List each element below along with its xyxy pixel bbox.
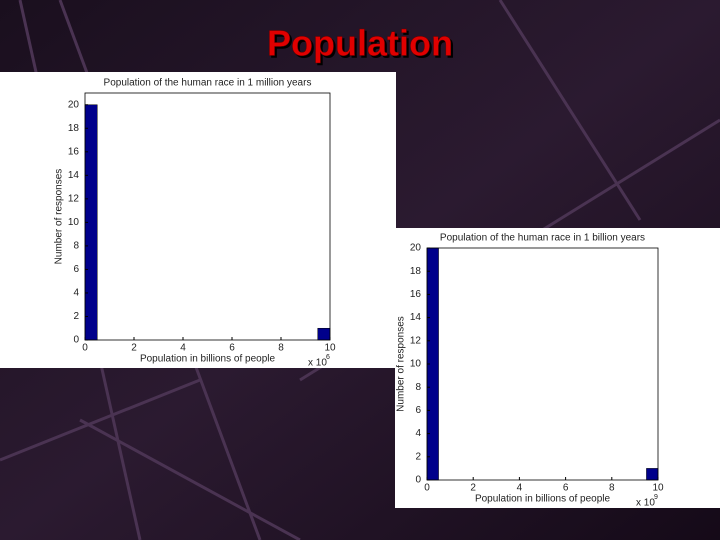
y-tick-label: 2 — [415, 451, 421, 462]
chart: Population of the human race in 1 millio… — [0, 72, 396, 369]
x-tick-label: 0 — [424, 483, 430, 494]
x-tick-label: 6 — [229, 343, 235, 354]
y-tick-label: 18 — [68, 123, 80, 134]
y-axis-label: Number of responses — [54, 169, 65, 265]
y-tick-label: 16 — [68, 146, 80, 157]
x-multiplier-exponent: 9 — [654, 494, 658, 501]
y-tick-label: 12 — [68, 193, 80, 204]
x-tick-label: 8 — [278, 343, 284, 354]
bar — [646, 468, 659, 481]
x-axis-label: Population in billions of people — [475, 494, 611, 505]
axes-frame — [84, 92, 331, 341]
y-tick-label: 4 — [415, 428, 421, 439]
y-tick-label: 12 — [410, 335, 422, 346]
x-tick-label: 4 — [517, 483, 523, 494]
chart-panel — [395, 228, 720, 508]
y-tick-label: 14 — [68, 170, 80, 181]
y-tick-label: 2 — [73, 311, 79, 322]
chart: Population of the human race in 1 billio… — [395, 228, 720, 509]
x-tick-label: 10 — [652, 483, 664, 494]
chart-title: Population of the human race in 1 millio… — [104, 78, 312, 89]
x-multiplier-exponent: 6 — [326, 354, 330, 361]
x-multiplier: x 10 — [308, 358, 327, 369]
y-tick-label: 6 — [415, 405, 421, 416]
y-tick-label: 0 — [415, 475, 421, 486]
y-tick-label: 18 — [410, 266, 422, 277]
y-tick-label: 8 — [415, 382, 421, 393]
y-tick-label: 10 — [410, 359, 422, 370]
x-tick-label: 2 — [131, 343, 137, 354]
y-tick-label: 0 — [73, 335, 79, 346]
y-tick-label: 8 — [73, 241, 79, 252]
x-tick-label: 6 — [563, 483, 569, 494]
chart-title: Population of the human race in 1 billio… — [440, 233, 645, 244]
x-tick-label: 4 — [180, 343, 186, 354]
slide-title: Population — [267, 23, 453, 64]
y-tick-label: 20 — [410, 243, 422, 254]
y-tick-label: 20 — [68, 99, 80, 110]
x-multiplier: x 10 — [636, 498, 655, 509]
x-tick-label: 8 — [609, 483, 615, 494]
y-tick-label: 10 — [68, 217, 80, 228]
y-tick-label: 4 — [73, 288, 79, 299]
bar — [317, 327, 331, 341]
x-tick-label: 0 — [82, 343, 88, 354]
y-axis-label: Number of responses — [396, 316, 407, 412]
x-tick-label: 10 — [324, 343, 336, 354]
y-tick-label: 6 — [73, 264, 79, 275]
x-axis-label: Population in billions of people — [140, 354, 276, 365]
y-tick-label: 16 — [410, 289, 422, 300]
y-tick-label: 14 — [410, 312, 422, 323]
x-tick-label: 2 — [470, 483, 476, 494]
